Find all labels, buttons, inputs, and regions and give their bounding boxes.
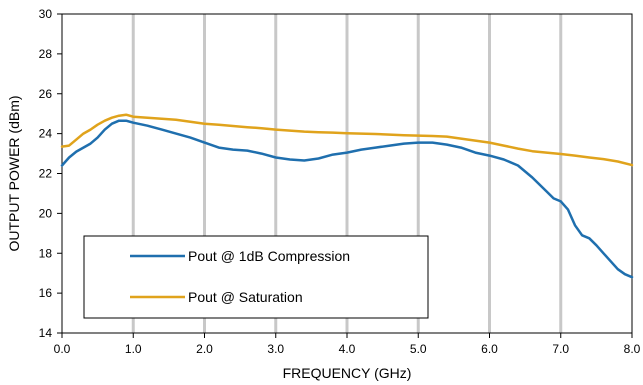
x-tick-label-3: 3.0 bbox=[267, 342, 284, 356]
x-tick-label-4: 4.0 bbox=[339, 342, 356, 356]
y-tick-label-8: 30 bbox=[39, 7, 53, 21]
y-tick-label-6: 26 bbox=[39, 87, 53, 101]
y-tick-label-1: 16 bbox=[39, 286, 53, 300]
x-axis-title: FREQUENCY (GHz) bbox=[283, 365, 412, 381]
x-tick-label-2: 2.0 bbox=[196, 342, 213, 356]
y-tick-label-0: 14 bbox=[39, 326, 53, 340]
legend-label-compression: Pout @ 1dB Compression bbox=[188, 248, 350, 264]
y-tick-label-7: 28 bbox=[39, 47, 53, 61]
axis-labels: FREQUENCY (GHz) OUTPUT POWER (dBm) bbox=[6, 95, 411, 381]
legend: Pout @ 1dB Compression Pout @ Saturation bbox=[83, 235, 429, 319]
y-tick-label-2: 18 bbox=[39, 246, 53, 260]
x-tick-label-0: 0.0 bbox=[54, 342, 71, 356]
axis-ticks: 0.0 1.0 2.0 3.0 4.0 5.0 6.0 7.0 8.0 14 16 18 20 22 24 2… bbox=[39, 7, 641, 356]
x-tick-label-8: 8.0 bbox=[624, 342, 641, 356]
legend-label-saturation: Pout @ Saturation bbox=[188, 289, 303, 305]
y-tick-label-4: 22 bbox=[39, 167, 53, 181]
x-tick-label-7: 7.0 bbox=[552, 342, 569, 356]
gridlines bbox=[131, 14, 563, 333]
series-lines bbox=[60, 113, 634, 279]
y-tick-label-5: 24 bbox=[39, 127, 53, 141]
series-line-compression bbox=[60, 119, 634, 279]
y-axis-title: OUTPUT POWER (dBm) bbox=[6, 95, 22, 251]
y-tick-label-3: 20 bbox=[39, 206, 53, 220]
x-tick-label-1: 1.0 bbox=[125, 342, 142, 356]
series-line-saturation bbox=[60, 113, 634, 167]
legend-box bbox=[83, 235, 429, 319]
x-tick-label-6: 6.0 bbox=[481, 342, 498, 356]
x-tick-label-5: 5.0 bbox=[410, 342, 427, 356]
